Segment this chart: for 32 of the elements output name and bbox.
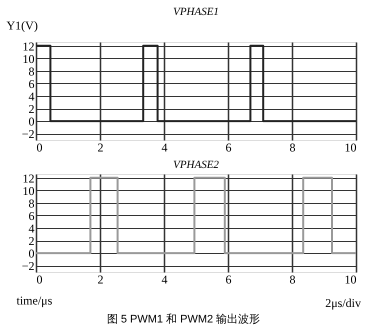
x-tick-label: 10	[344, 272, 356, 286]
y-tick-label: 8	[28, 196, 34, 210]
y-tick-label: 4	[28, 90, 34, 104]
x-tick-label: 4	[162, 140, 168, 154]
y-tick-label: 10	[22, 52, 34, 66]
y-tick-label: 12	[22, 171, 34, 186]
y-tick-label: −2	[22, 127, 34, 142]
y-tick-label: 0	[28, 246, 34, 261]
x-tick-label: 2	[98, 272, 104, 286]
x-tick-label: 6	[226, 140, 232, 154]
y-tick-label: 4	[28, 222, 34, 236]
text: 2μs/div	[325, 296, 361, 310]
y-tick-label: 0	[28, 114, 34, 129]
y-tick-label: −2	[22, 259, 34, 274]
x-axis-title: time/μs	[16, 294, 53, 308]
chart-title: VPHASE1	[173, 6, 219, 18]
y-axis-title: Y1(V)	[6, 18, 38, 32]
x-tick-label: 8	[290, 140, 296, 154]
x-tick-label: 4	[162, 272, 168, 286]
x-tick-label: 6	[226, 272, 232, 286]
y-tick-label: 6	[28, 76, 34, 91]
y-tick-label: 2	[28, 234, 34, 248]
x-tick-label: 8	[290, 272, 296, 286]
chart-title: VPHASE2	[173, 158, 220, 171]
x-tick-label: 10	[344, 140, 356, 154]
y-tick-label: 6	[28, 208, 34, 223]
y-tick-label: 12	[22, 39, 34, 54]
x-tick-label: 2	[98, 140, 104, 154]
y-tick-label: 2	[28, 102, 34, 116]
y-tick-label: 8	[28, 64, 34, 78]
caption: 图 5 PWM1 和 PWM2 输出波形	[106, 312, 260, 326]
y-tick-label: 10	[22, 184, 34, 198]
